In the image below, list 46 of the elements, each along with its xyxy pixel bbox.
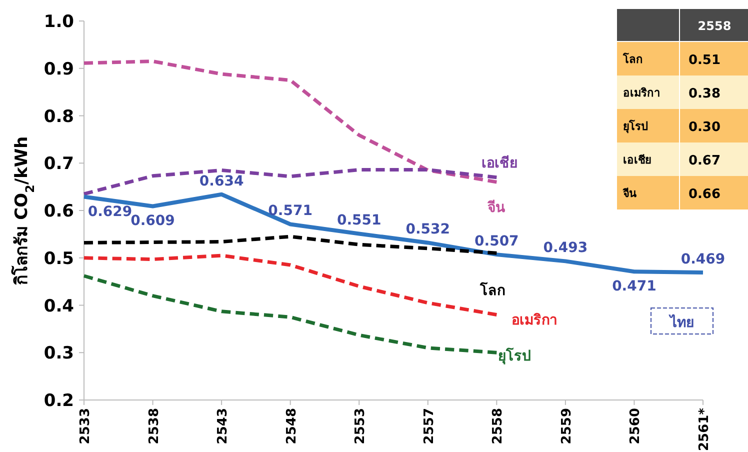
x-tick-label: 2543	[216, 408, 231, 444]
x-tick-label: 2561*	[697, 408, 712, 451]
y-tick-label: 0.2	[44, 391, 74, 411]
annotation: 0.38	[688, 86, 721, 102]
annotation: 0.51	[688, 53, 721, 68]
y-tick-label: 0.8	[44, 106, 74, 127]
annotation: 0.67	[688, 154, 721, 168]
annotation: เอเชีย	[623, 154, 651, 166]
text: ไทย	[668, 313, 694, 331]
annotation: 2558	[698, 19, 732, 33]
data-label: 0.469	[680, 252, 726, 268]
x-tick-label: 2558	[490, 408, 506, 444]
x-tick-label: 2548	[284, 408, 300, 444]
y-tick-label: 0.9	[44, 59, 74, 80]
x-tick-label: 2553	[353, 408, 368, 444]
data-label: 0.629	[88, 204, 132, 220]
annotation: 0.30	[688, 120, 721, 135]
x-tick-label: 2559	[559, 408, 574, 444]
annotation: จีน	[622, 187, 637, 200]
data-label: 0.634	[199, 173, 244, 190]
series-label: จีน	[486, 200, 506, 216]
annotation: โลก	[622, 52, 643, 66]
series-label: ยุโรป	[498, 346, 532, 365]
y-tick-label: 0.6	[44, 202, 74, 222]
annotation: ยุโรป	[623, 119, 648, 134]
data-label: 0.571	[268, 203, 312, 220]
x-tick-label: 2560	[628, 408, 644, 444]
x-tick-label: 2538	[146, 408, 162, 444]
series-label: เอเชีย	[482, 155, 518, 172]
y-tick-label: 0.3	[44, 344, 74, 364]
data-label: 0.507	[474, 234, 519, 250]
data-label: 0.532	[406, 222, 450, 238]
data-label: 0.493	[543, 240, 588, 256]
annotation: 0.66	[688, 187, 721, 202]
data-label: 0.471	[612, 278, 656, 295]
y-tick-label: 0.7	[44, 154, 74, 174]
line-series	[82, 168, 498, 196]
y-tick-label: 0.4	[44, 296, 74, 316]
data-label: 0.609	[130, 213, 175, 230]
x-tick-label: 2557	[422, 408, 437, 444]
annotation: อเมริกา	[623, 86, 660, 100]
series-label: อเมริกา	[512, 312, 558, 329]
x-tick-label: 2533	[78, 408, 93, 444]
y-tick-label: 0.5	[44, 248, 74, 269]
data-label: 0.551	[336, 212, 382, 229]
y-tick-label: 1.0	[44, 12, 74, 32]
